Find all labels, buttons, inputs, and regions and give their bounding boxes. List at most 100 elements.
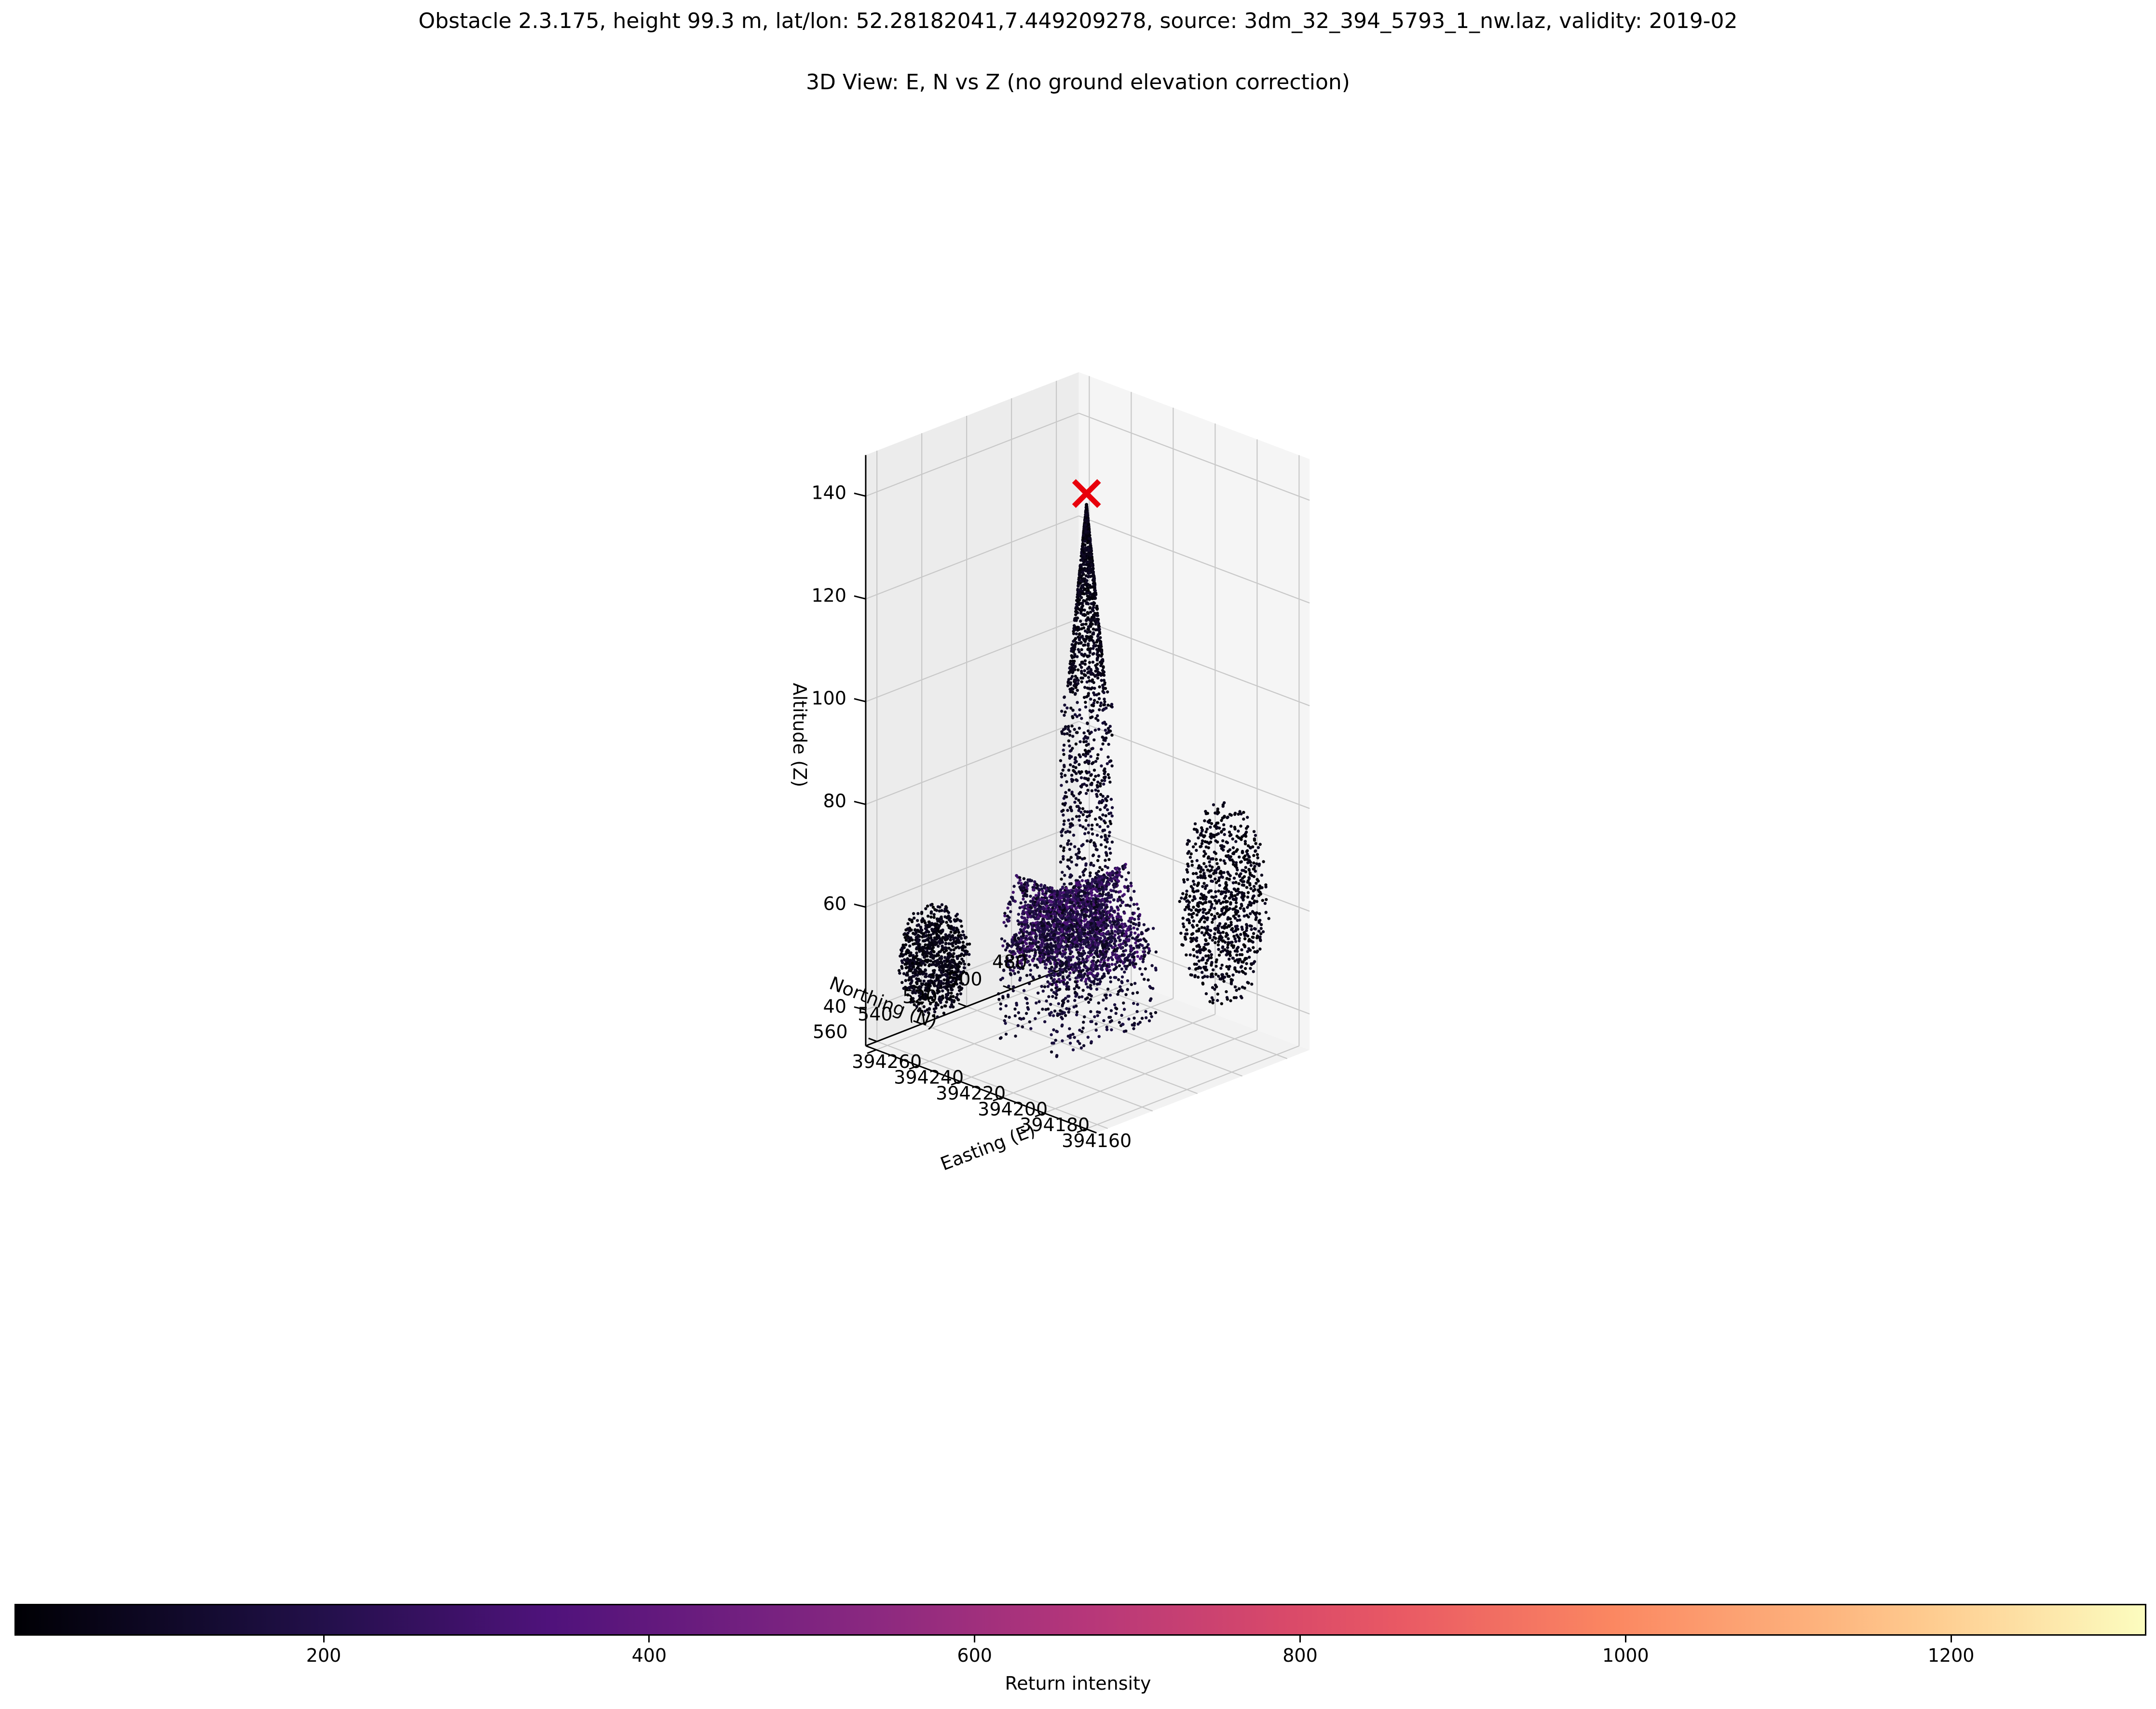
lidar-point [1132, 902, 1136, 906]
lidar-point [1243, 944, 1246, 947]
lidar-point [1062, 846, 1065, 849]
lidar-point [1200, 842, 1204, 846]
lidar-point [1217, 889, 1220, 893]
lidar-point [1061, 885, 1064, 889]
lidar-point [1073, 845, 1077, 848]
lidar-point [1105, 808, 1109, 811]
lidar-point [1087, 557, 1091, 561]
northing-tick [958, 1002, 967, 1008]
lidar-point [1017, 881, 1021, 885]
lidar-point [1103, 935, 1106, 939]
lidar-point [1097, 855, 1101, 858]
lidar-point [1148, 998, 1152, 1002]
lidar-point [1078, 924, 1081, 928]
lidar-point [1077, 668, 1080, 672]
lidar-point [1060, 834, 1064, 837]
lidar-point [1182, 925, 1186, 929]
lidar-point [1079, 919, 1083, 923]
lidar-point [1099, 704, 1102, 708]
lidar-point [1214, 839, 1217, 843]
lidar-point [1195, 944, 1199, 948]
lidar-point [1232, 996, 1236, 999]
lidar-point [1020, 1017, 1023, 1021]
lidar-point [1129, 897, 1133, 900]
lidar-point [1213, 987, 1216, 991]
lidar-point [1031, 958, 1034, 962]
lidar-point [1064, 791, 1067, 794]
lidar-point [1087, 777, 1090, 781]
lidar-point [1200, 826, 1203, 830]
lidar-point [1007, 984, 1010, 988]
lidar-point [1071, 817, 1074, 821]
lidar-point [1091, 678, 1094, 682]
lidar-point [1232, 876, 1236, 880]
lidar-point [1255, 882, 1258, 885]
lidar-point [1057, 988, 1061, 992]
lidar-point [1145, 945, 1149, 949]
lidar-point [1067, 927, 1070, 930]
lidar-point [1096, 634, 1100, 638]
lidar-point [1131, 953, 1134, 956]
lidar-point [1137, 924, 1141, 927]
lidar-point [1050, 886, 1054, 890]
lidar-point [1102, 686, 1105, 689]
lidar-point [1043, 1020, 1047, 1024]
lidar-point [1095, 928, 1098, 931]
lidar-point [1019, 901, 1023, 905]
grid-line-altitude [865, 515, 1079, 600]
lidar-point [1018, 878, 1022, 882]
lidar-point [1096, 982, 1100, 986]
lidar-point [1117, 978, 1120, 982]
lidar-point [1078, 632, 1081, 636]
lidar-point [1228, 965, 1231, 968]
lidar-point [1087, 915, 1091, 918]
lidar-point [1095, 964, 1099, 968]
lidar-point [1060, 877, 1063, 881]
lidar-point [1043, 985, 1047, 988]
lidar-point [1124, 1029, 1128, 1033]
lidar-point [1085, 584, 1089, 588]
lidar-point [1102, 998, 1105, 1002]
northing-tick [1003, 985, 1012, 990]
lidar-point [1258, 947, 1262, 951]
lidar-point [1228, 830, 1231, 834]
lidar-point [1098, 808, 1102, 811]
lidar-point [1191, 925, 1195, 929]
lidar-point [1077, 897, 1080, 901]
lidar-point [1198, 920, 1201, 923]
lidar-point [1077, 951, 1080, 954]
lidar-point [1091, 747, 1094, 750]
lidar-point [1215, 912, 1219, 916]
grid-line-altitude [1078, 515, 1310, 604]
lidar-point [1086, 926, 1090, 930]
lidar-point [1073, 761, 1077, 765]
lidar-point [1087, 951, 1091, 955]
lidar-point [1029, 946, 1033, 950]
lidar-point [1202, 862, 1206, 865]
lidar-point [1013, 972, 1016, 975]
lidar-point [1021, 912, 1024, 916]
lidar-point [1065, 943, 1069, 947]
lidar-point [1068, 730, 1072, 733]
lidar-point [1051, 920, 1054, 923]
lidar-point [1063, 898, 1066, 901]
lidar-point [1100, 653, 1104, 656]
lidar-point [1034, 894, 1038, 897]
lidar-point [1082, 527, 1086, 531]
lidar-point [1214, 941, 1217, 944]
lidar-point [1200, 931, 1204, 934]
lidar-point [1222, 859, 1226, 862]
lidar-point [1243, 840, 1247, 843]
lidar-point [1250, 983, 1254, 986]
lidar-point [1076, 1039, 1080, 1043]
lidar-point [1187, 864, 1190, 868]
lidar-point [1069, 913, 1072, 916]
lidar-point [1093, 728, 1097, 732]
lidar-point [1109, 797, 1113, 801]
lidar-point [1062, 752, 1065, 756]
lidar-point [1196, 902, 1200, 905]
lidar-point [1074, 766, 1078, 769]
lidar-point [1090, 893, 1093, 897]
lidar-point [1108, 921, 1112, 924]
lidar-point [1099, 784, 1102, 788]
